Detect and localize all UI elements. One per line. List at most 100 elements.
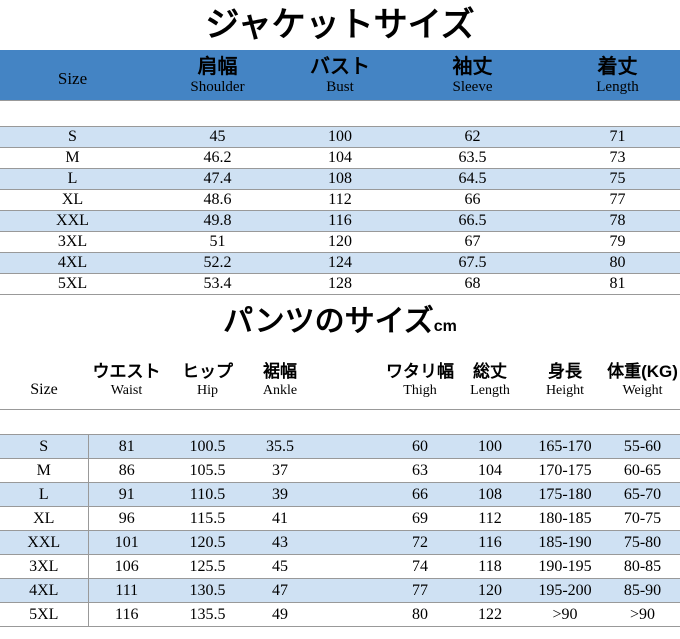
spacer-row (0, 100, 680, 127)
table-cell: 49.8 (145, 210, 290, 232)
table-cell: 43 (250, 530, 310, 555)
table-cell: 75-80 (605, 530, 680, 555)
column-header-bust: バスト Bust (290, 50, 390, 101)
table-cell: 75 (555, 168, 680, 190)
empty-cell (310, 434, 385, 459)
column-header-size-label: Size (57, 69, 88, 88)
table-cell: 85-90 (605, 578, 680, 603)
table-cell: 80-85 (605, 554, 680, 579)
table-cell: 125.5 (165, 554, 250, 579)
column-header-height: 身長 Height (525, 343, 605, 410)
table-cell: 112 (290, 189, 390, 211)
table-cell: 63.5 (390, 147, 555, 169)
column-header-size-label: Size (30, 381, 58, 398)
table-cell: 4XL (0, 252, 145, 274)
table-cell: XL (0, 506, 89, 531)
table-cell: 111 (88, 578, 165, 603)
table-cell: 116 (88, 602, 165, 627)
table-cell: L (0, 168, 145, 190)
table-cell: 68 (390, 273, 555, 295)
column-header-length: 着丈 Length (555, 50, 680, 101)
column-header-waist-jp: ウエスト (92, 362, 161, 381)
table-row: XL 96 115.5 41 69 112 180-185 70-75 (0, 506, 680, 531)
table-cell: 49 (250, 602, 310, 627)
table-cell: 81 (88, 434, 165, 459)
spacer-cell (0, 100, 680, 127)
table-cell: 35.5 (250, 434, 310, 459)
table-row: L 47.4 108 64.5 75 (0, 168, 680, 190)
table-cell: 60 (385, 434, 455, 459)
table-cell: 80 (385, 602, 455, 627)
column-header-shoulder-en: Shoulder (190, 78, 245, 95)
spacer-cell (0, 409, 680, 435)
empty-cell (310, 530, 385, 555)
table-cell: 63 (385, 458, 455, 483)
column-header-sleeve: 袖丈 Sleeve (390, 50, 555, 101)
table-cell: 104 (455, 458, 525, 483)
table-cell: 52.2 (145, 252, 290, 274)
table-cell: 120 (290, 231, 390, 253)
table-cell: 71 (555, 126, 680, 148)
table-cell: 122 (455, 602, 525, 627)
column-header-waist: ウエスト Waist (88, 343, 165, 410)
table-cell: 115.5 (165, 506, 250, 531)
table-cell: 69 (385, 506, 455, 531)
table-cell: 110.5 (165, 482, 250, 507)
pants-size-table: Size ウエスト Waist ヒップ Hip 裾幅 Ankle ワタリ幅 T (0, 343, 680, 627)
table-cell: >90 (605, 602, 680, 627)
table-row: S 81 100.5 35.5 60 100 165-170 55-60 (0, 434, 680, 459)
column-header-thigh-en: Thigh (403, 383, 437, 398)
table-cell: 78 (555, 210, 680, 232)
column-header-hip-jp: ヒップ (182, 362, 233, 381)
table-cell: 70-75 (605, 506, 680, 531)
column-header-bust-en: Bust (326, 78, 354, 95)
table-cell: 135.5 (165, 602, 250, 627)
table-cell: 120.5 (165, 530, 250, 555)
column-header-total-length: 総丈 Length (455, 343, 525, 410)
table-cell: 47.4 (145, 168, 290, 190)
table-row: L 91 110.5 39 66 108 175-180 65-70 (0, 482, 680, 507)
table-row: 3XL 106 125.5 45 74 118 190-195 80-85 (0, 554, 680, 579)
table-row: 3XL 51 120 67 79 (0, 231, 680, 253)
table-cell: 77 (385, 578, 455, 603)
column-header-waist-en: Waist (110, 383, 143, 398)
column-header-thigh-jp: ワタリ幅 (386, 362, 454, 381)
column-header-length-en: Length (596, 78, 639, 95)
table-cell: 96 (88, 506, 165, 531)
table-cell: 66.5 (390, 210, 555, 232)
empty-cell (310, 554, 385, 579)
table-cell: 53.4 (145, 273, 290, 295)
table-cell: 65-70 (605, 482, 680, 507)
column-header-sleeve-jp: 袖丈 (452, 55, 493, 78)
table-cell: 67 (390, 231, 555, 253)
table-row: S 45 100 62 71 (0, 126, 680, 148)
table-cell: 72 (385, 530, 455, 555)
table-cell: 80 (555, 252, 680, 274)
table-cell: L (0, 482, 89, 507)
table-cell: 180-185 (525, 506, 605, 531)
table-cell: 108 (290, 168, 390, 190)
column-header-total-length-en: Length (470, 383, 510, 398)
table-cell: 55-60 (605, 434, 680, 459)
table-cell: 91 (88, 482, 165, 507)
column-header-height-en: Height (545, 383, 585, 398)
pants-title-text: パンツのサイズ (223, 305, 434, 338)
table-cell: 165-170 (525, 434, 605, 459)
table-cell: 3XL (0, 554, 89, 579)
table-cell: 128 (290, 273, 390, 295)
table-cell: 41 (250, 506, 310, 531)
pants-title: パンツのサイズcm (0, 301, 680, 343)
table-row: 4XL 52.2 124 67.5 80 (0, 252, 680, 274)
table-cell: 66 (390, 189, 555, 211)
table-cell: 116 (455, 530, 525, 555)
column-header-bust-jp: バスト (310, 55, 370, 78)
table-cell: 130.5 (165, 578, 250, 603)
table-cell: 175-180 (525, 482, 605, 507)
table-cell: 100.5 (165, 434, 250, 459)
table-row: XL 48.6 112 66 77 (0, 189, 680, 211)
table-row: 5XL 116 135.5 49 80 122 >90 >90 (0, 602, 680, 627)
table-cell: XXL (0, 530, 89, 555)
table-cell: 105.5 (165, 458, 250, 483)
table-cell: 3XL (0, 231, 145, 253)
jacket-title: ジャケットサイズ (205, 6, 475, 44)
